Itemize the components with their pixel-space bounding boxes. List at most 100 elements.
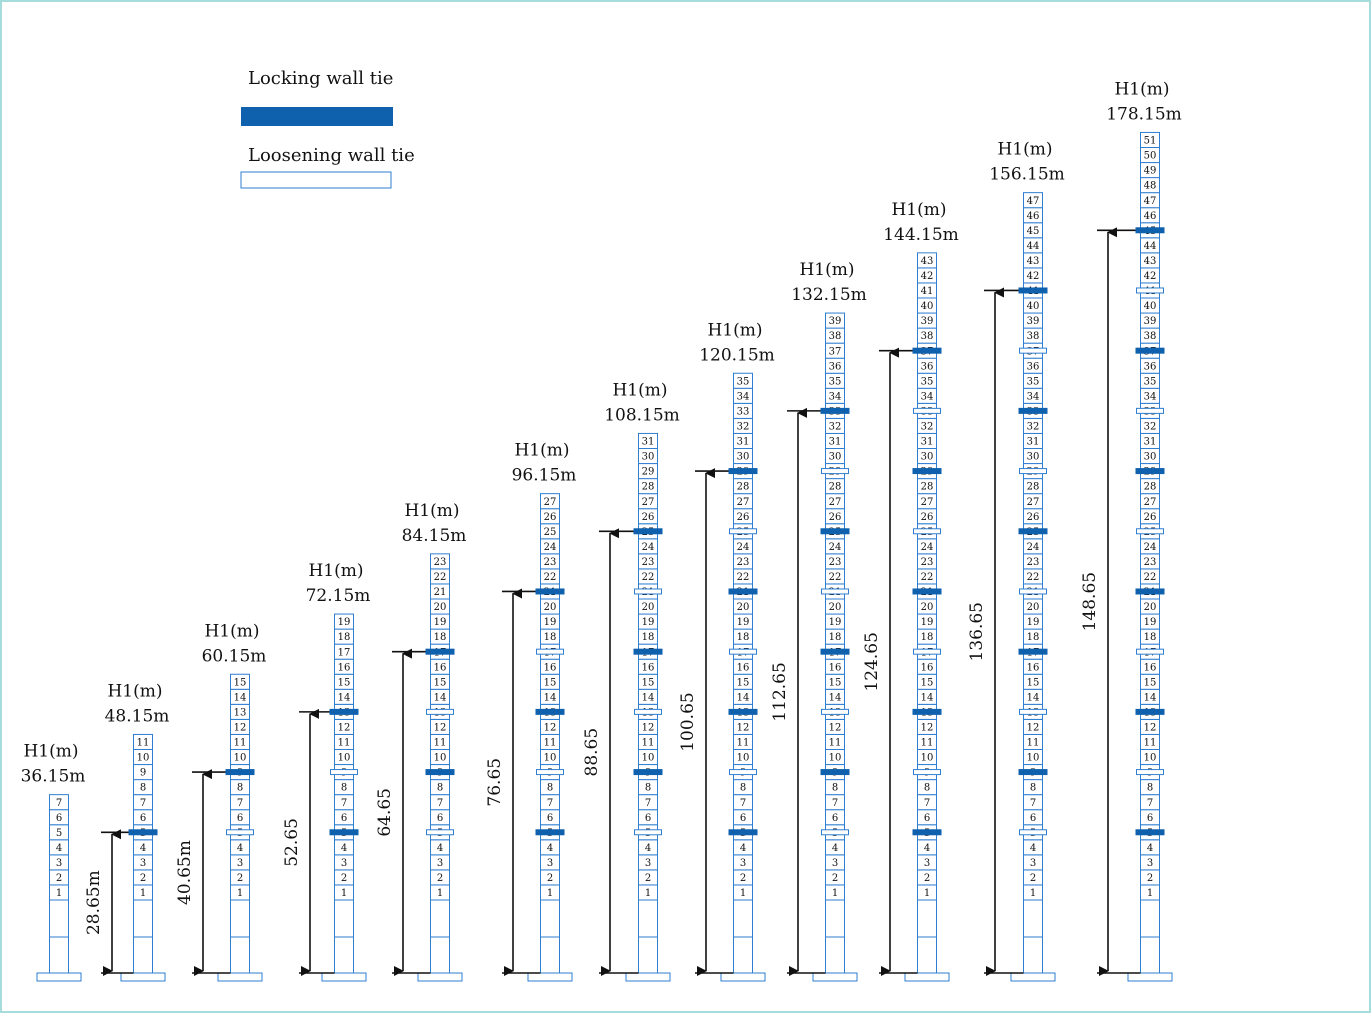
segment-number: 40 [1144, 301, 1157, 312]
segment-number: 11 [434, 738, 447, 749]
segment-number: 10 [1027, 753, 1040, 764]
tower-lower-section [1023, 899, 1043, 938]
legend-locking-label: Locking wall tie [248, 68, 393, 89]
locking-wall-tie [633, 528, 663, 535]
segment-number: 10 [642, 753, 655, 764]
segment-number: 26 [921, 512, 934, 523]
segment-number: 36 [1027, 361, 1040, 372]
segment-number: 10 [921, 753, 934, 764]
segment-number: 4 [832, 843, 838, 854]
segment-number: 28 [921, 482, 934, 493]
segment-number: 8 [832, 783, 838, 794]
locking-wall-tie [912, 708, 942, 715]
tower-lower-section [133, 899, 153, 938]
segment-number: 8 [740, 783, 746, 794]
segment-number: 19 [829, 617, 842, 628]
segment-number: 23 [642, 557, 655, 568]
segment-number: 18 [829, 632, 842, 643]
segment-number: 12 [544, 723, 557, 734]
loosening-wall-tie [913, 648, 941, 655]
tower-lower-section [49, 899, 69, 938]
segment-number: 42 [921, 271, 934, 282]
segment-number: 8 [1147, 783, 1153, 794]
loosening-wall-tie [913, 407, 941, 414]
loosening-wall-tie [1136, 648, 1164, 655]
dimension-value: 112.65 [770, 662, 790, 721]
segment-number: 3 [924, 858, 930, 869]
segment-number: 10 [737, 753, 750, 764]
segment-number: 4 [56, 843, 62, 854]
segment-number: 10 [338, 753, 351, 764]
tower-height-value: 144.15m [883, 225, 959, 245]
tower-base [120, 972, 166, 982]
segment-number: 11 [1144, 738, 1157, 749]
tower-height-label: H1(m) [612, 380, 667, 400]
segment-number: 18 [544, 632, 557, 643]
segment-number: 26 [642, 512, 655, 523]
segment-number: 21 [434, 587, 447, 598]
segment-number: 50 [1144, 151, 1157, 162]
loosening-wall-tie [1019, 708, 1047, 715]
segment-number: 26 [829, 512, 842, 523]
segment-number: 37 [829, 346, 842, 357]
tower-9: 1234567891011121314151617181920212223242… [770, 260, 867, 982]
segment-number: 27 [737, 497, 750, 508]
segment-number: 7 [140, 798, 146, 809]
segment-number: 23 [829, 557, 842, 568]
loosening-wall-tie [1019, 347, 1047, 354]
tower-base [321, 972, 367, 982]
legend: Locking wall tie Loosening wall tie [240, 68, 415, 189]
segment-number: 34 [829, 391, 842, 402]
tower-segment [230, 673, 250, 690]
segment-number: 1 [1030, 888, 1036, 899]
segment-number: 31 [921, 437, 934, 448]
tower-segment [334, 613, 354, 630]
segment-number: 30 [1027, 452, 1040, 463]
segment-number: 20 [1144, 602, 1157, 613]
tower-foot-section [230, 936, 250, 974]
segment-number: 22 [1144, 572, 1157, 583]
tower-10: 1234567891011121314151617181920212223242… [862, 200, 959, 982]
locking-wall-tie [425, 648, 455, 655]
segment-number: 28 [1027, 482, 1040, 493]
segment-number: 28 [737, 482, 750, 493]
segment-number: 4 [547, 843, 553, 854]
segment-number: 6 [1030, 813, 1036, 824]
dimension-value: 40.65m [175, 840, 195, 905]
locking-wall-tie [329, 829, 359, 836]
segment-number: 7 [1147, 798, 1153, 809]
loosening-wall-tie [634, 829, 662, 836]
segment-number: 4 [1147, 843, 1153, 854]
locking-wall-tie [728, 588, 758, 595]
locking-wall-tie [1135, 829, 1165, 836]
segment-number: 23 [737, 557, 750, 568]
segment-number: 3 [645, 858, 651, 869]
segment-number: 12 [642, 723, 655, 734]
tower-base [1010, 972, 1056, 982]
segment-number: 23 [921, 557, 934, 568]
loosening-wall-tie [1136, 528, 1164, 535]
segment-number: 1 [1147, 888, 1153, 899]
segment-number: 51 [1144, 136, 1157, 147]
tower-segment [733, 372, 753, 389]
tower-foot-section [733, 936, 753, 974]
tower-lower-section [334, 899, 354, 938]
segment-number: 4 [740, 843, 746, 854]
tower-lower-section [430, 899, 450, 938]
tower-foot-section [334, 936, 354, 974]
tower-base [217, 972, 263, 982]
segment-number: 12 [434, 723, 447, 734]
dimension-value: 64.65 [375, 788, 395, 837]
segment-number: 26 [544, 512, 557, 523]
segment-number: 15 [1027, 677, 1040, 688]
segment-number: 23 [1144, 557, 1157, 568]
segment-number: 1 [832, 888, 838, 899]
dimension-value: 88.65 [582, 728, 602, 777]
segment-number: 18 [737, 632, 750, 643]
locking-wall-tie [1135, 588, 1165, 595]
loosening-wall-tie [1019, 468, 1047, 475]
segment-number: 18 [921, 632, 934, 643]
segment-number: 34 [1144, 391, 1157, 402]
segment-number: 39 [1144, 316, 1157, 327]
